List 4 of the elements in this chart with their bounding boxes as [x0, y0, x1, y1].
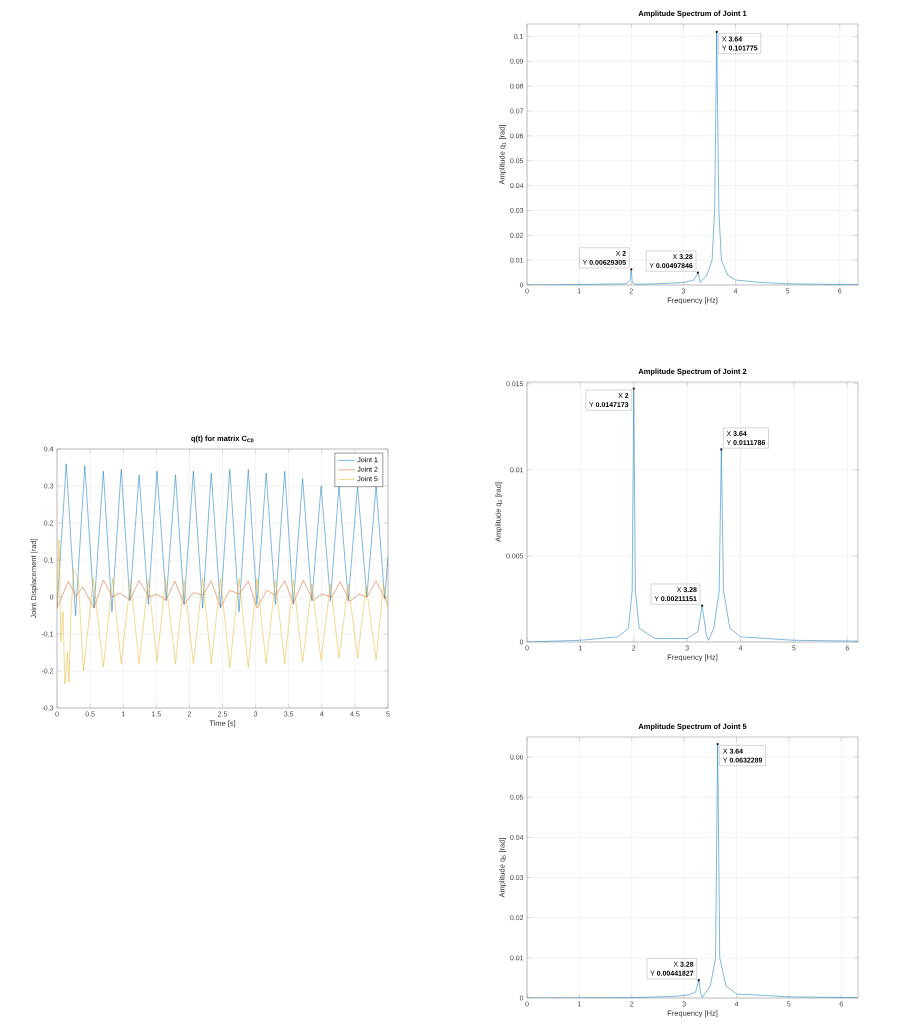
line-series: [527, 387, 858, 643]
line-series: [57, 579, 388, 609]
line-series: [57, 539, 388, 685]
line-series: [57, 463, 388, 616]
